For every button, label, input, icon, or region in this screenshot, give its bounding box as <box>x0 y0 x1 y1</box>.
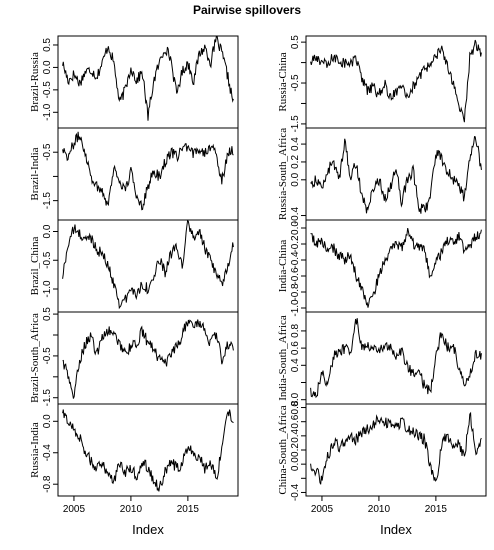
y-tick-label: -0.5 <box>42 251 53 269</box>
y-tick-label: -0.5 <box>42 347 53 365</box>
panel-frame <box>57 219 239 313</box>
y-tick-label: 0.4 <box>290 428 301 442</box>
y-tick-label: -1.5 <box>290 115 301 133</box>
figure-title: Pairwise spillovers <box>193 3 301 17</box>
y-tick-label: 0.8 <box>290 324 301 338</box>
panel-frame <box>57 403 239 497</box>
y-axis-label: Brazil_China <box>29 237 41 296</box>
y-tick-label: 0.0 <box>290 172 301 186</box>
series-line <box>62 131 234 211</box>
y-axis-label: India-China <box>277 240 289 293</box>
y-tick-label: 0.5 <box>290 35 301 49</box>
x-axis-label: Index <box>132 522 164 537</box>
y-tick-label: -1.5 <box>42 192 53 210</box>
y-axis-label: India-South_Africa <box>277 315 289 401</box>
series-line <box>310 135 482 214</box>
y-tick-label: 0.5 <box>42 307 53 321</box>
y-axis-label: Brazil-Russia <box>29 52 41 112</box>
y-tick-label: 0.6 <box>290 341 301 355</box>
series-line <box>62 319 234 399</box>
y-tick-label: -0.2 <box>290 235 301 253</box>
y-tick-label: -0.5 <box>290 74 301 92</box>
panel-frame <box>305 35 487 129</box>
y-tick-label: 0.0 <box>290 457 301 471</box>
y-tick-label: 0.4 <box>290 137 301 151</box>
y-tick-label: -1.0 <box>290 299 301 317</box>
y-tick-label: -0.4 <box>42 444 53 462</box>
x-axis-label: Index <box>380 522 412 537</box>
y-axis-label: Russia-China <box>277 52 289 111</box>
panel-frame <box>57 127 239 221</box>
y-tick-label: 0.5 <box>42 38 53 52</box>
series-line <box>62 219 234 310</box>
y-tick-label: 0.2 <box>290 443 301 457</box>
y-tick-label: -0.8 <box>290 283 301 301</box>
y-tick-label: 0.0 <box>42 224 53 238</box>
series-line <box>62 409 234 492</box>
x-tick-label: 2010 <box>368 504 391 515</box>
y-axis-label: China-South_Africa <box>277 405 289 494</box>
panel-frame <box>57 311 239 405</box>
y-tick-label: -0.4 <box>290 251 301 269</box>
y-tick-label: 0.0 <box>290 392 301 406</box>
y-tick-label: 0.0 <box>42 60 53 74</box>
y-tick-label: 0.2 <box>290 155 301 169</box>
y-tick-label: 0.6 <box>290 414 301 428</box>
series-line <box>310 318 482 399</box>
y-axis-label: Brazil-South_Africa <box>29 313 41 403</box>
y-tick-label: -0.5 <box>42 81 53 99</box>
y-tick-label: -0.5 <box>42 143 53 161</box>
series-line <box>62 35 234 121</box>
y-tick-label: -0.4 <box>290 483 301 501</box>
series-line <box>310 411 482 485</box>
y-tick-label: -0.8 <box>42 475 53 493</box>
y-tick-label: 0.4 <box>290 358 301 372</box>
y-axis-label: Russia-South_Africa <box>277 128 289 220</box>
x-tick-label: 2015 <box>177 504 200 515</box>
panel-frame <box>305 403 487 497</box>
y-tick-label: -0.4 <box>290 206 301 224</box>
x-tick-label: 2005 <box>63 504 86 515</box>
y-tick-label: -0.6 <box>290 267 301 285</box>
series-line <box>310 227 482 308</box>
y-tick-label: 0.8 <box>290 400 301 414</box>
y-tick-label: -1.0 <box>42 280 53 298</box>
panels-group: -1.0-0.50.00.5Brazil-Russia-1.5-0.5Brazi… <box>29 35 487 537</box>
x-tick-label: 2010 <box>120 504 143 515</box>
y-tick-label: -1.0 <box>42 103 53 121</box>
x-tick-label: 2015 <box>425 504 448 515</box>
y-axis-label: Brazil-India <box>29 147 41 200</box>
series-line <box>310 39 482 123</box>
panel-frame <box>305 127 487 221</box>
y-tick-label: -1.5 <box>42 389 53 407</box>
y-axis-label: Russia-India <box>29 422 41 478</box>
y-tick-label: 0.0 <box>42 414 53 428</box>
y-tick-label: 0.0 <box>290 221 301 235</box>
x-tick-label: 2005 <box>311 504 334 515</box>
